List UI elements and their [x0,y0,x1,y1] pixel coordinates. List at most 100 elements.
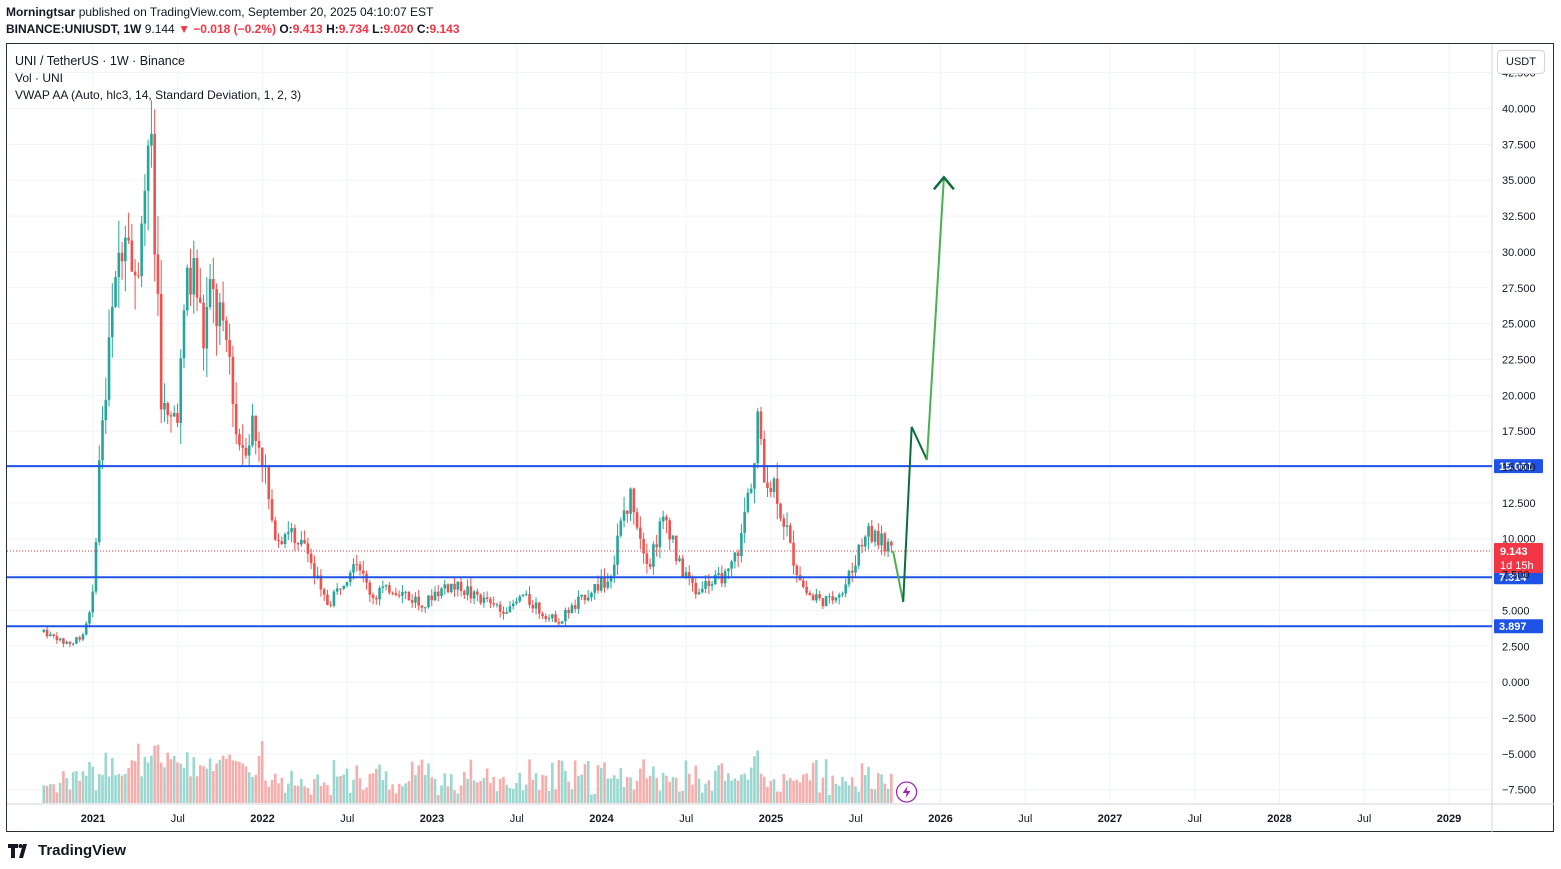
candle-body [81,634,85,640]
volume-bar [176,762,179,803]
volume-bar [97,773,101,803]
y-tick-label: 15.000 [1502,462,1536,474]
volume-bar [446,786,450,803]
y-tick-label: 2.500 [1502,641,1530,653]
volume-bar [710,790,714,803]
candle-body [42,629,46,632]
volume-bar [580,774,583,803]
volume-bar [159,762,163,803]
candle-body [815,594,818,601]
volume-bar [547,790,551,803]
volume-bar [234,761,238,803]
candle-body [417,596,421,606]
y-tick-label: −7.500 [1502,785,1536,797]
volume-bar [365,787,368,803]
projection-leg [902,426,913,602]
candle-body [150,133,153,146]
volume-bar [244,766,248,803]
volume-bar [156,744,160,803]
candle-body [433,591,437,601]
candle-body [332,591,336,606]
open-value: 9.413 [292,22,323,36]
candle-body [521,594,525,597]
volume-bar [564,770,567,803]
candle-body [342,585,346,589]
volume-bar [632,789,636,803]
candle-body [557,622,561,624]
candle-body [544,616,548,620]
candle-body [436,591,440,597]
candle-body [133,271,137,276]
volume-bar [303,786,306,803]
volume-bar [453,790,456,803]
tradingview-logo[interactable]: TradingView [8,842,126,859]
volume-bar [472,780,476,803]
candle-body [384,585,388,587]
x-tick-label: Jul [1357,813,1371,825]
volume-bar [599,767,603,803]
candle-body [788,525,792,543]
candle-body [746,492,750,512]
x-tick-label: 2023 [420,813,444,825]
y-tick-label: 25.000 [1502,319,1536,331]
volume-bar [352,779,355,803]
x-tick-label: Jul [1188,813,1202,825]
candle-body [567,610,570,614]
candle-body [661,516,665,522]
last-price-tag [1494,543,1543,574]
candle-body [844,584,848,594]
volume-bar [531,779,535,803]
volume-bar [854,786,857,803]
y-tick-label: −2.500 [1502,713,1536,725]
volume-bar [342,774,346,803]
volume-bar [114,775,117,803]
candle-body [485,597,489,599]
volume-bar [541,775,544,803]
candle-body [146,145,150,191]
volume-bar [782,773,786,803]
currency-button[interactable]: USDT [1497,50,1545,74]
candle-body [684,572,688,578]
candle-body [599,577,603,591]
candle-body [518,596,522,602]
candle-body [609,575,613,582]
volume-bar [368,774,372,803]
volume-bar [322,782,326,803]
volume-bar [495,791,499,803]
candle-body [225,320,228,340]
volume-bar [55,792,59,803]
x-tick-label: 2029 [1437,813,1461,825]
candle-body [192,258,196,295]
volume-bar [361,789,365,803]
candle-body [212,279,215,290]
volume-bar [88,762,91,803]
y-tick-label: 30.000 [1502,247,1536,259]
candle-body [221,302,225,321]
volume-bar [756,750,760,803]
volume-bar [202,766,205,803]
volume-bar [326,785,329,803]
candle-body [593,584,597,593]
x-tick-label: Jul [849,813,863,825]
volume-bar [609,778,613,803]
y-tick-label: 37.500 [1502,139,1536,151]
candle-body [691,577,694,583]
candle-body [124,237,127,262]
high-label: H: [326,22,339,36]
candle-body [590,592,593,598]
candle-body [707,581,711,586]
volume-bar [508,788,512,803]
volume-bar [110,757,114,803]
candle-body [870,525,874,542]
volume-bar [596,765,600,803]
candle-body [785,525,789,527]
volume-bar [753,756,756,803]
legend-title: UNI / TetherUS · 1W · Binance [15,54,185,68]
candle-body [730,561,733,569]
candle-body [309,553,313,564]
volume-bar [821,777,825,803]
volume-bar [179,763,183,803]
volume-bar [831,775,834,803]
candle-body [78,637,82,640]
